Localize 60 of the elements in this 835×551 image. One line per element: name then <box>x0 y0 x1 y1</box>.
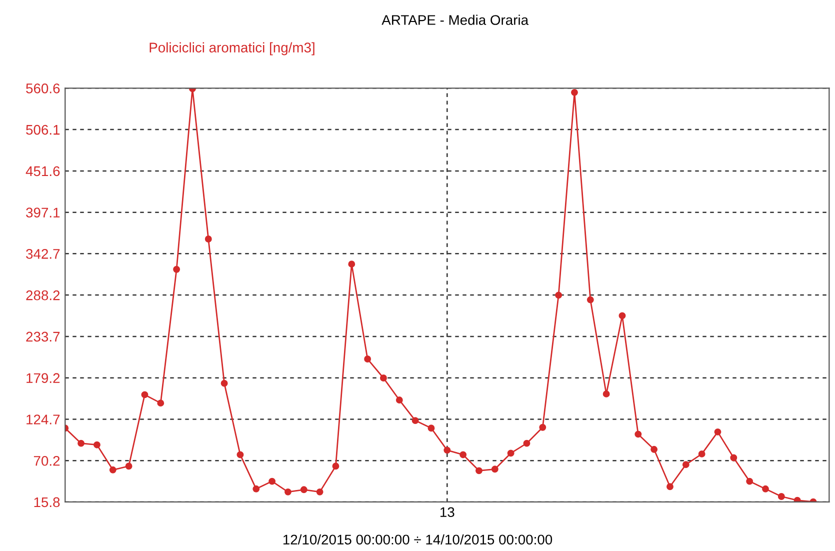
y-tick-label: 288.2 <box>26 290 60 300</box>
chart-title: ARTAPE - Media Oraria <box>382 14 529 25</box>
point <box>364 356 372 362</box>
y-tick-label: 451.6 <box>26 166 60 176</box>
point <box>396 396 403 404</box>
point <box>236 451 244 458</box>
point <box>476 467 482 474</box>
point <box>252 485 260 492</box>
point <box>332 462 340 470</box>
y-tick-label: 506.1 <box>26 124 60 135</box>
point <box>348 260 356 268</box>
y-tick-label: 560.6 <box>26 83 60 94</box>
point <box>204 236 212 242</box>
point <box>618 312 626 320</box>
y-axis-title: Policiclici aromatici [ng/m3] <box>150 42 314 56</box>
y-tick-label: 124.7 <box>26 414 60 424</box>
y-tick-label: 397.1 <box>26 208 60 218</box>
x-tick-label: 13 <box>440 507 454 518</box>
x-axis-title: 12/10/2015 00:00:00 ÷ 14/10/2015 00:00:00 <box>283 534 552 545</box>
point <box>300 486 308 494</box>
point <box>571 88 578 96</box>
point <box>762 485 769 492</box>
point <box>586 296 594 304</box>
point <box>125 462 132 470</box>
point <box>650 446 658 453</box>
point <box>730 454 738 462</box>
y-tick-label: 179.2 <box>26 373 60 384</box>
point <box>284 488 292 496</box>
point <box>380 374 387 382</box>
point <box>666 483 674 490</box>
point <box>78 440 85 447</box>
point <box>316 488 324 496</box>
point <box>268 478 276 485</box>
point <box>220 380 228 387</box>
point <box>507 450 514 457</box>
point <box>428 424 435 432</box>
y-tick-label: 233.7 <box>26 332 60 342</box>
point <box>141 391 148 398</box>
point <box>555 292 562 299</box>
point <box>173 266 180 273</box>
point <box>634 430 642 438</box>
point <box>778 493 785 500</box>
point <box>412 417 419 424</box>
point <box>746 478 754 485</box>
y-tick-label: 342.7 <box>26 249 60 259</box>
point <box>602 390 610 398</box>
point <box>539 424 546 431</box>
point <box>523 440 530 447</box>
point <box>698 450 706 458</box>
point <box>109 466 116 474</box>
point <box>491 466 498 473</box>
point <box>682 461 690 468</box>
point <box>93 441 100 448</box>
y-tick-label: 70.2 <box>34 456 60 466</box>
point <box>460 451 467 458</box>
point <box>794 496 801 502</box>
point <box>714 428 722 436</box>
y-tick-label: 15.8 <box>34 497 60 508</box>
point <box>444 446 451 454</box>
point <box>157 400 164 407</box>
